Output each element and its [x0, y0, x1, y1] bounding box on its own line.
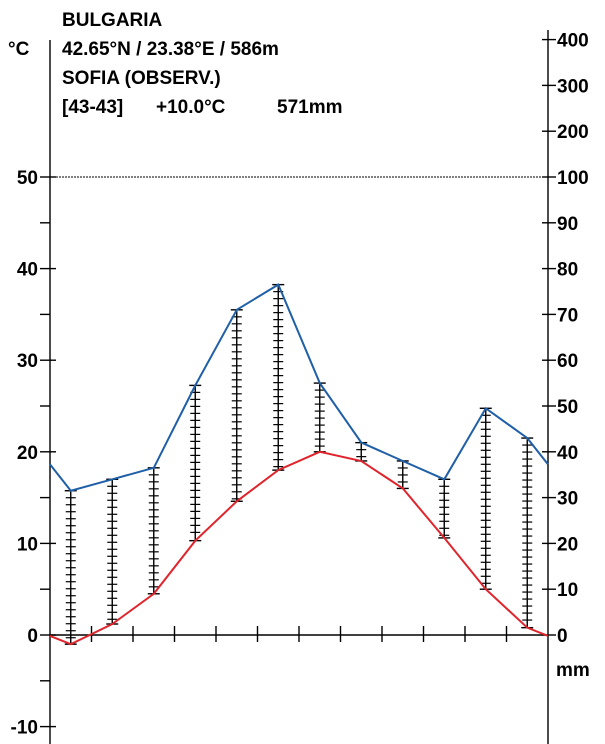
temperature-tick-label: 0 — [27, 626, 38, 647]
precipitation-tick-label: 90 — [557, 214, 578, 235]
precipitation-tick-label: 400 — [557, 31, 589, 52]
temperature-tick-label: 30 — [17, 351, 38, 372]
precipitation-tick-label: 100 — [557, 168, 589, 189]
precipitation-tick-label: 10 — [557, 580, 578, 601]
precipitation-tick-label: 80 — [557, 260, 578, 281]
precipitation-tick-label: 200 — [557, 122, 589, 143]
precipitation-tick-label: 50 — [557, 397, 578, 418]
precipitation-tick-label: 300 — [557, 76, 589, 97]
precipitation-tick-label: 60 — [557, 351, 578, 372]
precipitation-axis-label: mm — [556, 660, 590, 681]
annual-precipitation: 571mm — [277, 97, 343, 118]
precipitation-tick-label: 70 — [557, 305, 578, 326]
precipitation-tick-label: 0 — [557, 626, 568, 647]
annual-mean-temperature: +10.0°C — [156, 97, 226, 118]
country-name: BULGARIA — [62, 10, 163, 31]
temperature-tick-label: 40 — [17, 260, 38, 281]
precipitation-tick-label: 20 — [557, 534, 578, 555]
temperature-line — [49, 450, 549, 646]
temperature-tick-label: 50 — [17, 168, 38, 189]
temperature-tick-label: 10 — [17, 534, 38, 555]
precipitation-line — [49, 283, 549, 492]
precipitation-tick-label: 40 — [557, 443, 578, 464]
precipitation-tick-label: 30 — [557, 489, 578, 510]
station-name: SOFIA (OBSERV.) — [62, 68, 221, 89]
station-coordinates: 42.65°N / 23.38°E / 586m — [62, 39, 279, 60]
header-block: BULGARIA 42.65°N / 23.38°E / 586m SOFIA … — [62, 10, 343, 118]
temperature-tick-label: 20 — [17, 443, 38, 464]
observation-years: [43-43] — [62, 97, 123, 118]
plot-area: 50403020100-1040030020010090807060504030… — [11, 30, 589, 744]
temperature-axis-label: °C — [8, 39, 30, 60]
temperature-tick-label: -10 — [11, 718, 38, 739]
